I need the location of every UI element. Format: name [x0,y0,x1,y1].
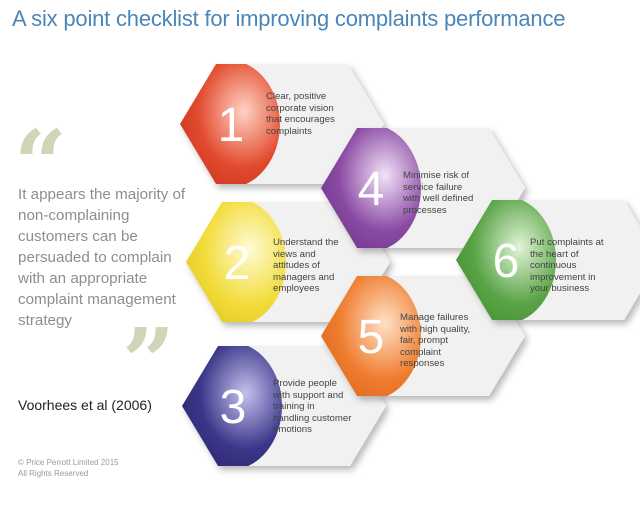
step-number: 1 [218,99,245,152]
step-number: 3 [220,381,247,434]
step-1-text: Clear, positive corporate vision that en… [266,91,335,137]
step-number: 5 [358,311,385,364]
close-quote-mark: ” [122,308,175,416]
step-number: 2 [224,237,251,290]
step-4-text: Minimise risk of service failure with we… [403,170,474,216]
hexagon-step-4: 4 [321,128,525,248]
step-2-text: Understand the views and attitudes of ma… [273,237,339,294]
step-number: 6 [493,235,520,288]
hexagon-step-6: 6 [456,200,640,320]
copyright-notice: © Price Perrott Limited 2015 All Rights … [18,457,119,479]
hexagon-step-5: 5 [321,276,525,396]
page-title: A six point checklist for improving comp… [12,6,566,31]
hexagon-step-1: 1 [180,64,384,184]
quote-text: It appears the majority of non-complaini… [18,186,186,329]
step-3-text: Provide people with support and training… [273,378,352,435]
open-quote-mark: “ [14,110,67,218]
step-number: 4 [358,163,385,216]
copyright-line: © Price Perrott Limited 2015 [18,458,119,467]
step-6-text: Put complaints at the heart of continuou… [530,237,604,294]
hexagon-step-2: 2 [186,202,390,322]
step-5-text: Manage failures with high quality, fair,… [400,312,471,369]
hexagon-step-3: 3 [182,346,386,466]
rights-line: All Rights Reserved [18,469,89,478]
quote-author: Voorhees et al (2006) [18,397,152,413]
